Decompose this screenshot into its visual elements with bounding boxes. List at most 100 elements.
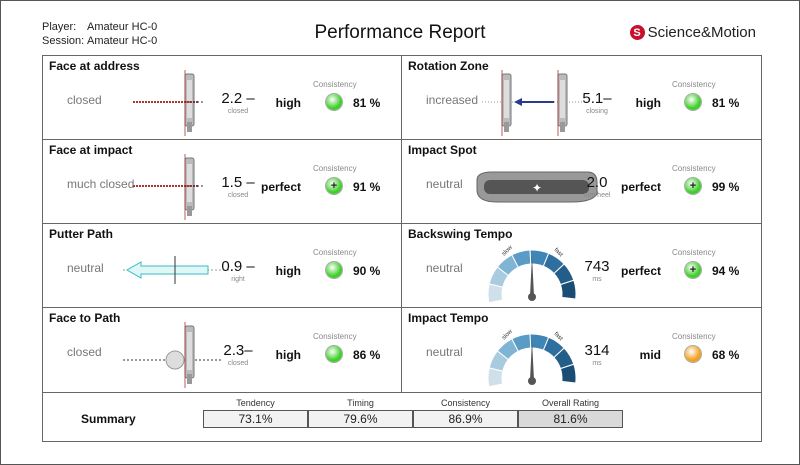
metric-cell: Face to Path closed 2.3– closed Consiste… <box>43 308 402 392</box>
status-dot-icon <box>685 94 701 110</box>
metric-unit: right <box>231 276 245 283</box>
summary-value: 81.6% <box>518 410 623 428</box>
metric-title: Putter Path <box>49 227 114 241</box>
metric-title: Impact Tempo <box>408 311 489 325</box>
session-info: Player: Amateur HC-0 Session: Amateur HC-0 <box>42 20 157 48</box>
face-ball-illustration <box>123 318 223 390</box>
metric-tendency: closed <box>67 93 102 107</box>
metric-value: 2.2 – <box>221 90 255 107</box>
metric-cell: Impact Spot neutral ✦ 2.0 mm heel Consis… <box>402 140 761 224</box>
consistency-percent: 86 % <box>353 348 381 362</box>
consistency-label: Consistency <box>672 332 716 341</box>
consistency-rating: mid <box>639 348 661 362</box>
putter-face-illustration <box>123 66 223 138</box>
metric-value: 1.5 – <box>221 174 255 191</box>
metric-tendency: increased <box>426 93 479 107</box>
consistency-percent: 91 % <box>353 180 381 194</box>
summary-header: Consistency <box>440 398 491 408</box>
metrics-grid: Face at address closed 2.2 – closed Cons… <box>42 55 762 393</box>
consistency-percent: 81 % <box>712 96 740 110</box>
summary-label: Summary <box>81 412 136 426</box>
metric-unit: closed <box>227 192 249 199</box>
consistency-rating: perfect <box>260 180 301 194</box>
metric-unit: closing <box>586 108 608 115</box>
svg-text:fast: fast <box>553 331 564 342</box>
metric-value: 5.1– <box>582 90 612 107</box>
rotation-illustration <box>482 66 582 138</box>
gauge-segment <box>559 363 577 384</box>
consistency-rating: high <box>275 96 301 110</box>
metric-cell: Impact Tempo neutral slow fast 314 ms Con… <box>402 308 761 392</box>
consistency-rating: perfect <box>620 180 661 194</box>
metric-title: Face to Path <box>49 311 121 325</box>
consistency-rating: high <box>275 348 301 362</box>
metric-unit: closed <box>227 108 249 115</box>
status-dot-icon: + <box>326 178 342 194</box>
consistency-label: Consistency <box>313 248 357 257</box>
consistency-label: Consistency <box>313 80 357 89</box>
putter-face-illustration <box>123 150 223 222</box>
metric-unit: ms <box>592 360 602 367</box>
metric-value: 2.0 <box>586 174 608 191</box>
metric-tendency: much closed <box>67 177 135 191</box>
summary-header: Overall Rating <box>541 398 600 408</box>
summary-value: 79.6% <box>308 410 413 428</box>
gauge-segment <box>559 279 577 300</box>
status-dot-icon <box>326 346 342 362</box>
summary-value: 73.1% <box>203 410 308 428</box>
gauge-illustration: slow fast <box>482 234 582 306</box>
metric-cell: Backswing Tempo neutral slow fast 743 ms … <box>402 224 761 308</box>
metric-tendency: neutral <box>426 261 463 275</box>
consistency-label: Consistency <box>313 164 357 173</box>
summary-value: 86.9% <box>413 410 518 428</box>
status-dot-icon: + <box>685 262 701 278</box>
consistency-rating: high <box>635 96 661 110</box>
consistency-percent: 68 % <box>712 348 740 362</box>
metric-tendency: neutral <box>67 261 104 275</box>
consistency-percent: 90 % <box>353 264 381 278</box>
metric-value: 314 <box>584 342 610 359</box>
metric-value: 743 <box>584 258 610 275</box>
status-dot-icon <box>326 94 342 110</box>
metric-title: Backswing Tempo <box>408 227 513 241</box>
consistency-percent: 94 % <box>712 264 740 278</box>
metric-cell: Putter Path neutral 0.9 – right Consiste… <box>43 224 402 308</box>
gauge-illustration: slow fast <box>482 318 582 390</box>
logo-text: Science&Motion <box>647 24 756 41</box>
consistency-rating: perfect <box>620 264 661 278</box>
putter-top-illustration: ✦ <box>476 150 598 222</box>
logo-icon: S <box>629 25 645 40</box>
consistency-label: Consistency <box>672 164 716 173</box>
status-dot-icon <box>685 346 701 362</box>
path-arrow-illustration <box>123 234 233 306</box>
consistency-label: Consistency <box>672 80 716 89</box>
metric-cell: Face at impact much closed 1.5 – closed … <box>43 140 402 224</box>
player-value: Amateur HC-0 <box>87 21 158 33</box>
session-label: Session: <box>42 35 85 47</box>
svg-text:fast: fast <box>553 247 564 258</box>
metric-title: Impact Spot <box>408 143 477 157</box>
player-label: Player: <box>42 21 77 33</box>
metric-unit: ms <box>592 276 602 283</box>
metric-title: Rotation Zone <box>408 59 489 73</box>
metric-tendency: neutral <box>426 345 463 359</box>
summary-header: Timing <box>347 398 374 408</box>
page-title: Performance Report <box>314 22 486 43</box>
metric-tendency: neutral <box>426 177 463 191</box>
svg-text:✦: ✦ <box>532 181 542 195</box>
logo: S Science&Motion <box>629 24 756 41</box>
metric-value: 0.9 – <box>221 258 255 275</box>
consistency-label: Consistency <box>313 332 357 341</box>
metric-unit: mm heel <box>583 192 611 199</box>
metric-cell: Rotation Zone increased 5.1– closing Con… <box>402 56 761 140</box>
metric-unit: closed <box>227 360 249 367</box>
consistency-label: Consistency <box>672 248 716 257</box>
consistency-percent: 81 % <box>353 96 381 110</box>
summary-header: Tendency <box>236 398 275 408</box>
consistency-percent: 99 % <box>712 180 740 194</box>
metric-cell: Face at address closed 2.2 – closed Cons… <box>43 56 402 140</box>
metric-title: Face at impact <box>49 143 133 157</box>
metric-value: 2.3– <box>223 342 253 359</box>
metric-tendency: closed <box>67 345 102 359</box>
status-dot-icon <box>326 262 342 278</box>
